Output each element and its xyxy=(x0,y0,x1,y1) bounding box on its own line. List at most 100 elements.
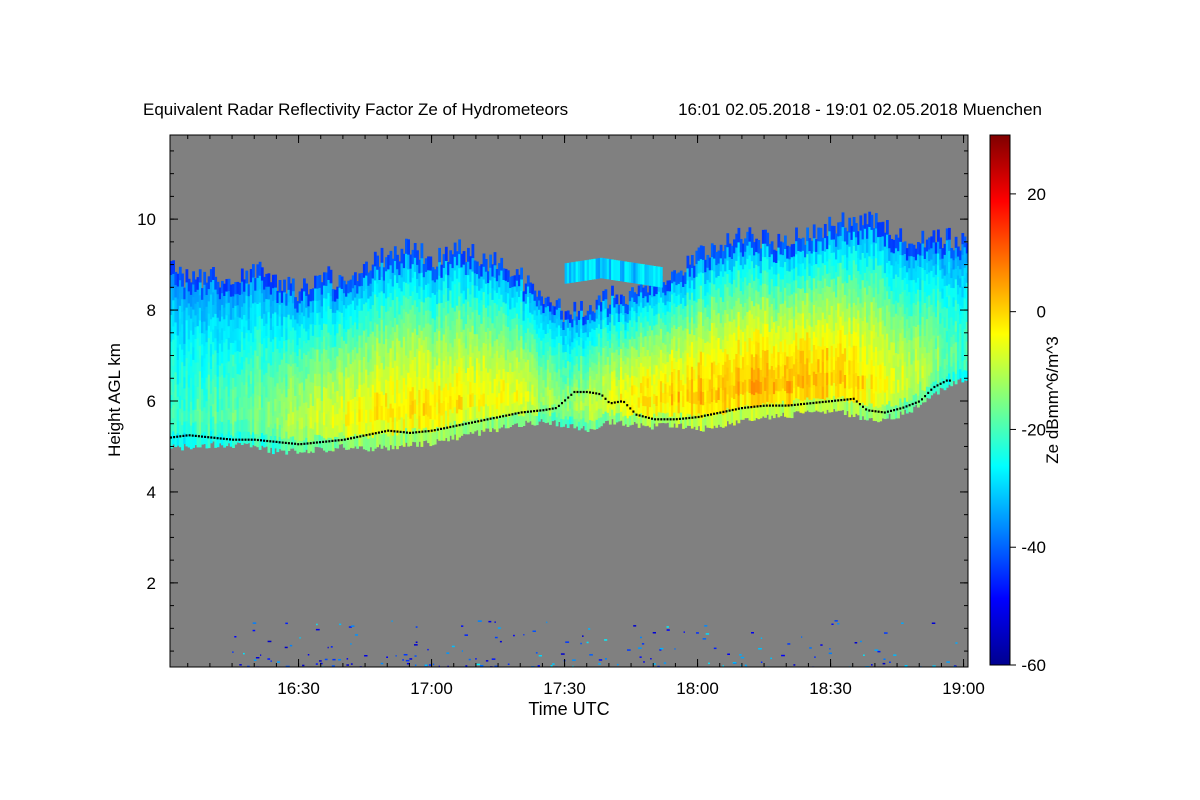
reflectivity-cell xyxy=(651,395,654,408)
reflectivity-cell xyxy=(225,362,229,375)
reflectivity-cell xyxy=(385,406,388,421)
reflectivity-cell xyxy=(438,275,441,290)
reflectivity-cell xyxy=(491,404,495,417)
reflectivity-cell xyxy=(338,359,342,373)
reflectivity-cell xyxy=(861,388,865,403)
reflectivity-cell xyxy=(427,309,430,324)
reflectivity-cell xyxy=(405,384,408,400)
reflectivity-cell xyxy=(427,362,430,377)
reflectivity-cell xyxy=(573,418,577,429)
reflectivity-cell xyxy=(491,276,495,289)
reflectivity-cell xyxy=(351,398,355,412)
reflectivity-cell xyxy=(810,289,814,303)
reflectivity-cell xyxy=(821,237,825,251)
reflectivity-cell xyxy=(759,321,763,334)
reflectivity-cell xyxy=(314,421,317,435)
reflectivity-cell xyxy=(569,415,572,425)
reflectivity-cell xyxy=(194,314,198,328)
reflectivity-cell xyxy=(777,403,781,418)
reflectivity-cell xyxy=(389,417,393,432)
reflectivity-cell xyxy=(648,345,652,357)
reflectivity-cell xyxy=(455,278,459,293)
reflectivity-cell xyxy=(899,293,903,308)
reflectivity-cell xyxy=(369,295,373,309)
reflectivity-cell xyxy=(170,301,173,315)
reflectivity-cell xyxy=(418,272,422,287)
reflectivity-cell xyxy=(247,340,251,353)
reflectivity-cell xyxy=(232,307,235,320)
reflectivity-cell xyxy=(937,358,940,371)
reflectivity-cell xyxy=(861,334,865,349)
reflectivity-cell xyxy=(269,305,273,319)
reflectivity-cell xyxy=(351,349,355,363)
reflectivity-cell xyxy=(728,243,732,258)
reflectivity-cell xyxy=(227,395,231,409)
reflectivity-cell xyxy=(280,381,284,394)
reflectivity-cell xyxy=(741,243,745,257)
reflectivity-cell xyxy=(682,362,685,375)
reflectivity-cell xyxy=(356,352,359,366)
reflectivity-cell xyxy=(405,282,408,298)
reflectivity-cell xyxy=(455,385,459,400)
reflectivity-cell xyxy=(327,384,331,399)
reflectivity-cell xyxy=(733,252,736,267)
reflectivity-cell xyxy=(198,408,202,422)
reflectivity-cell xyxy=(668,364,672,376)
reflectivity-cell xyxy=(283,389,286,402)
reflectivity-cell xyxy=(515,400,519,413)
reflectivity-cell xyxy=(733,239,736,254)
reflectivity-cell xyxy=(318,397,322,411)
reflectivity-cell xyxy=(956,284,960,295)
reflectivity-cell xyxy=(604,364,608,375)
reflectivity-cell xyxy=(715,252,719,266)
reflectivity-cell xyxy=(657,291,661,303)
reflectivity-cell xyxy=(478,265,481,279)
reflectivity-cell xyxy=(852,231,856,246)
reflectivity-cell xyxy=(196,398,200,411)
reflectivity-cell xyxy=(464,298,468,312)
reflectivity-cell xyxy=(777,312,781,326)
reflectivity-cell xyxy=(861,279,865,294)
reflectivity-cell xyxy=(848,231,852,247)
reflectivity-cell xyxy=(593,354,597,364)
reflectivity-cell xyxy=(810,375,814,388)
reflectivity-cell xyxy=(826,236,829,250)
reflectivity-cell xyxy=(331,323,335,336)
reflectivity-cell xyxy=(910,400,914,413)
reflectivity-cell xyxy=(338,299,342,312)
reflectivity-cell xyxy=(721,351,725,365)
reflectivity-cell xyxy=(859,375,863,391)
reflectivity-cell xyxy=(382,292,386,306)
reflectivity-cell xyxy=(728,307,732,322)
reflectivity-cell xyxy=(458,295,461,311)
reflectivity-cell xyxy=(589,322,592,333)
reflectivity-cell xyxy=(857,388,860,403)
reflectivity-cell xyxy=(478,386,481,400)
reflectivity-cell xyxy=(243,384,246,397)
reflectivity-cell xyxy=(411,277,415,292)
reflectivity-cell xyxy=(735,406,739,421)
reflectivity-cell xyxy=(498,369,501,382)
reflectivity-cell xyxy=(954,289,958,301)
reflectivity-cell xyxy=(653,305,656,316)
reflectivity-cell xyxy=(551,412,555,422)
reflectivity-cell xyxy=(602,413,606,424)
reflectivity-cell xyxy=(817,384,821,399)
reflectivity-cell xyxy=(622,388,625,399)
reflectivity-cell xyxy=(952,287,956,298)
reflectivity-cell xyxy=(170,327,173,342)
reflectivity-cell xyxy=(323,386,326,400)
reflectivity-cell xyxy=(522,415,526,426)
reflectivity-cell xyxy=(473,382,477,395)
reflectivity-cell xyxy=(538,299,541,310)
reflectivity-cell xyxy=(467,420,470,435)
reflectivity-cell xyxy=(724,309,727,324)
reflectivity-cell xyxy=(659,286,663,298)
reflectivity-cell xyxy=(748,254,752,270)
reflectivity-cell xyxy=(453,242,457,257)
reflectivity-cell xyxy=(848,388,852,403)
reflectivity-cell xyxy=(690,267,694,281)
reflectivity-cell xyxy=(475,345,479,359)
reflectivity-cell xyxy=(795,345,798,359)
reflectivity-cell xyxy=(622,369,625,380)
